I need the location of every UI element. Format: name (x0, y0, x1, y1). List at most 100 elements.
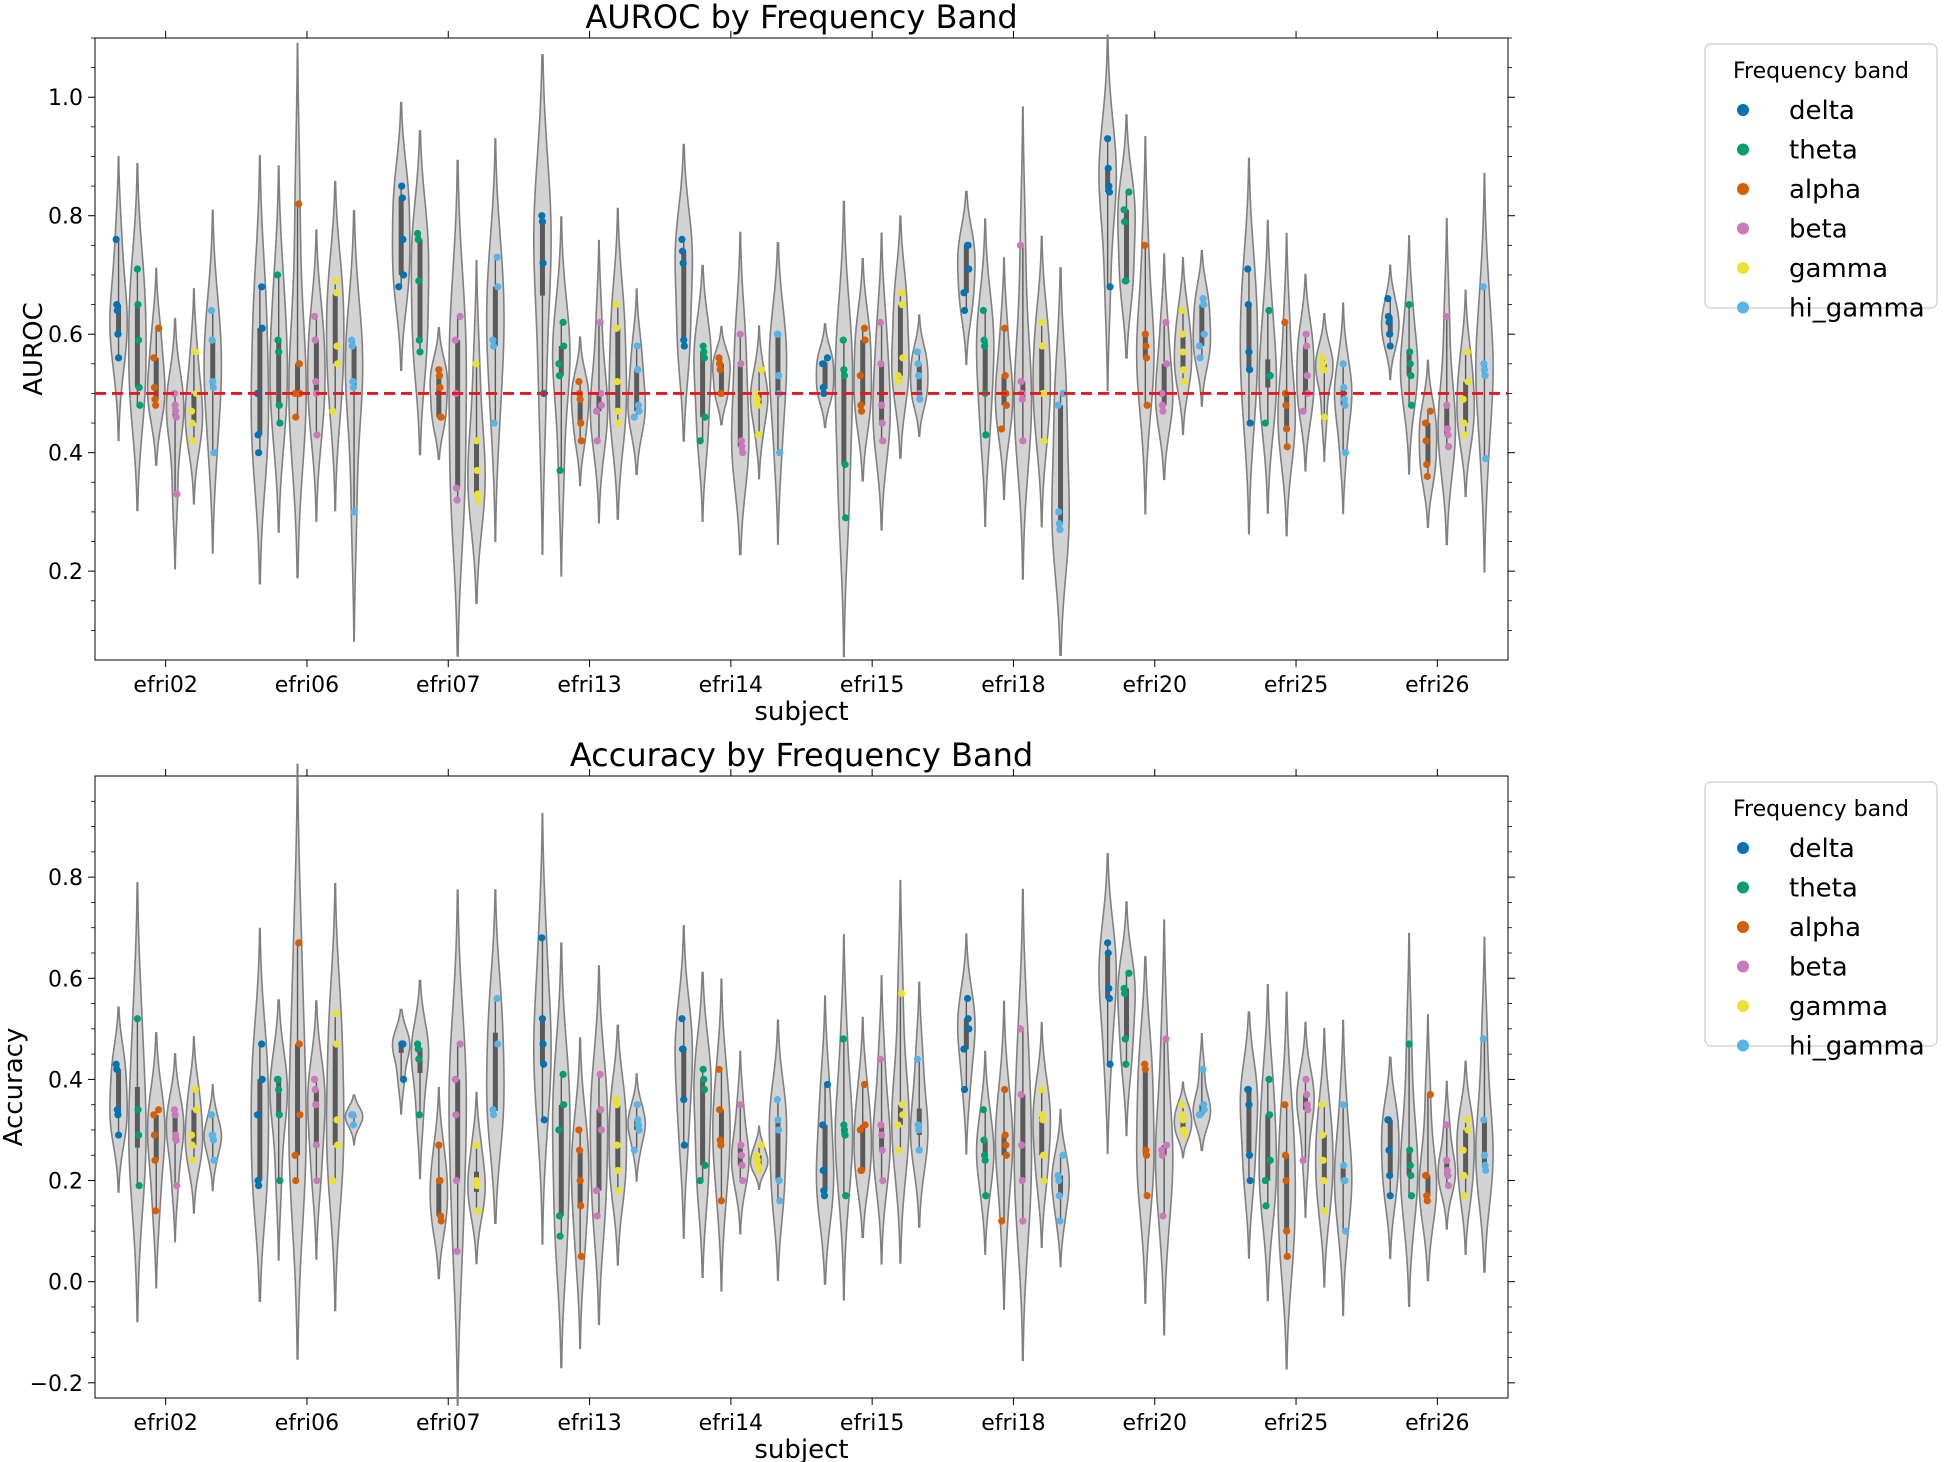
data-point-hi_gamma (1055, 1176, 1063, 1185)
data-point-alpha (716, 1106, 724, 1114)
data-point-alpha (296, 1111, 304, 1119)
y-axis-label: AUROC (19, 302, 49, 396)
data-point-delta (1384, 295, 1392, 303)
chart-title: AUROC by Frequency Band (585, 0, 1017, 36)
plot-frame (94, 37, 1509, 661)
x-tick-label: efri15 (840, 1411, 904, 1436)
data-point-beta (172, 1136, 180, 1144)
data-point-gamma (754, 401, 762, 409)
data-point-gamma (898, 289, 906, 297)
data-point-hi_gamma (1481, 372, 1489, 380)
data-point-beta (1158, 1151, 1166, 1159)
data-point-beta (1018, 1141, 1026, 1149)
x-tick-label: efri14 (699, 673, 763, 698)
data-point-theta (415, 1055, 423, 1063)
data-point-hi_gamma (1480, 1151, 1489, 1159)
data-point-gamma (329, 1176, 337, 1185)
data-point-delta (1104, 135, 1112, 143)
data-point-hi_gamma (350, 508, 358, 516)
data-point-theta (1406, 348, 1414, 356)
data-point-hi_gamma (1482, 1166, 1490, 1175)
data-point-alpha (576, 395, 584, 403)
data-point-beta (453, 1247, 461, 1255)
data-point-theta (133, 265, 141, 273)
data-point-alpha (1283, 443, 1291, 451)
data-point-delta (1386, 330, 1394, 338)
data-point-delta (1104, 164, 1112, 172)
data-point-beta (310, 312, 319, 321)
data-point-gamma (753, 389, 761, 398)
data-point-gamma (1320, 1176, 1328, 1185)
data-point-theta (979, 306, 987, 315)
data-point-alpha (1002, 1151, 1011, 1159)
data-point-beta (879, 1176, 887, 1185)
data-point-alpha (1423, 472, 1431, 480)
legend-label-delta: delta (1789, 834, 1855, 864)
data-point-hi_gamma (1341, 1227, 1350, 1235)
data-point-beta (739, 449, 747, 457)
data-point-hi_gamma (916, 395, 924, 403)
data-point-delta (1106, 283, 1114, 291)
data-point-theta (1121, 1035, 1129, 1043)
data-point-delta (965, 265, 973, 273)
legend: Frequency band delta theta alpha beta gamma hi… (1704, 43, 1938, 324)
data-point-beta (456, 312, 464, 321)
data-point-hi_gamma (1056, 526, 1064, 534)
data-point-theta (1406, 1146, 1414, 1154)
data-point-gamma (895, 1146, 903, 1154)
data-point-delta (399, 271, 408, 279)
y-tick-label: 0.8 (48, 205, 83, 230)
data-point-delta (960, 306, 969, 315)
x-tick-label: efri14 (699, 1411, 763, 1436)
data-point-theta (696, 437, 704, 445)
data-point-gamma (332, 277, 340, 285)
data-point-delta (114, 1111, 122, 1119)
data-point-hi_gamma (915, 372, 923, 380)
data-point-hi_gamma (1479, 283, 1487, 291)
data-point-hi_gamma (774, 330, 782, 338)
data-point-beta (1299, 1156, 1307, 1164)
data-point-alpha (575, 1146, 584, 1154)
data-point-theta (980, 1136, 988, 1144)
data-point-gamma (1459, 1146, 1467, 1154)
data-point-hi_gamma (1054, 401, 1062, 409)
data-point-gamma (192, 1085, 200, 1094)
data-point-theta (841, 460, 849, 469)
data-point-alpha (1283, 425, 1291, 433)
data-point-beta (1302, 330, 1310, 338)
data-point-theta (1262, 1202, 1270, 1210)
data-point-delta (1105, 182, 1113, 190)
legend-label-alpha: alpha (1789, 913, 1861, 943)
data-point-theta (1407, 401, 1416, 409)
data-point-theta (559, 1070, 567, 1078)
data-point-alpha (1422, 437, 1430, 445)
y-tick-label: 0.2 (48, 1170, 83, 1195)
data-point-gamma (332, 1040, 341, 1048)
y-tick-label: 0.8 (48, 866, 83, 891)
x-tick-label: efri02 (133, 1411, 197, 1436)
data-point-theta (701, 1161, 709, 1169)
data-point-theta (840, 366, 848, 374)
data-point-theta (1406, 1161, 1414, 1169)
data-point-beta (1303, 342, 1311, 350)
data-point-delta (963, 994, 972, 1003)
data-point-delta (113, 1065, 121, 1073)
data-point-alpha (857, 401, 865, 409)
data-point-beta (1017, 377, 1025, 386)
data-point-gamma (1038, 342, 1046, 350)
data-point-alpha (295, 1040, 303, 1048)
data-point-delta (680, 336, 688, 344)
data-point-theta (1405, 1040, 1413, 1048)
data-point-gamma (1039, 1151, 1048, 1159)
data-point-gamma (333, 342, 341, 350)
legend: Frequency band delta theta alpha beta gamma hi… (1704, 781, 1938, 1062)
data-point-delta (823, 1080, 832, 1089)
data-point-gamma (1460, 1171, 1468, 1180)
data-point-gamma (192, 1106, 200, 1114)
data-point-gamma (754, 1166, 763, 1175)
data-point-gamma (474, 1207, 482, 1215)
data-point-theta (555, 1126, 563, 1134)
data-point-beta (596, 318, 604, 326)
y-axis-label: Accuracy (0, 1028, 29, 1147)
data-point-beta (170, 389, 179, 398)
